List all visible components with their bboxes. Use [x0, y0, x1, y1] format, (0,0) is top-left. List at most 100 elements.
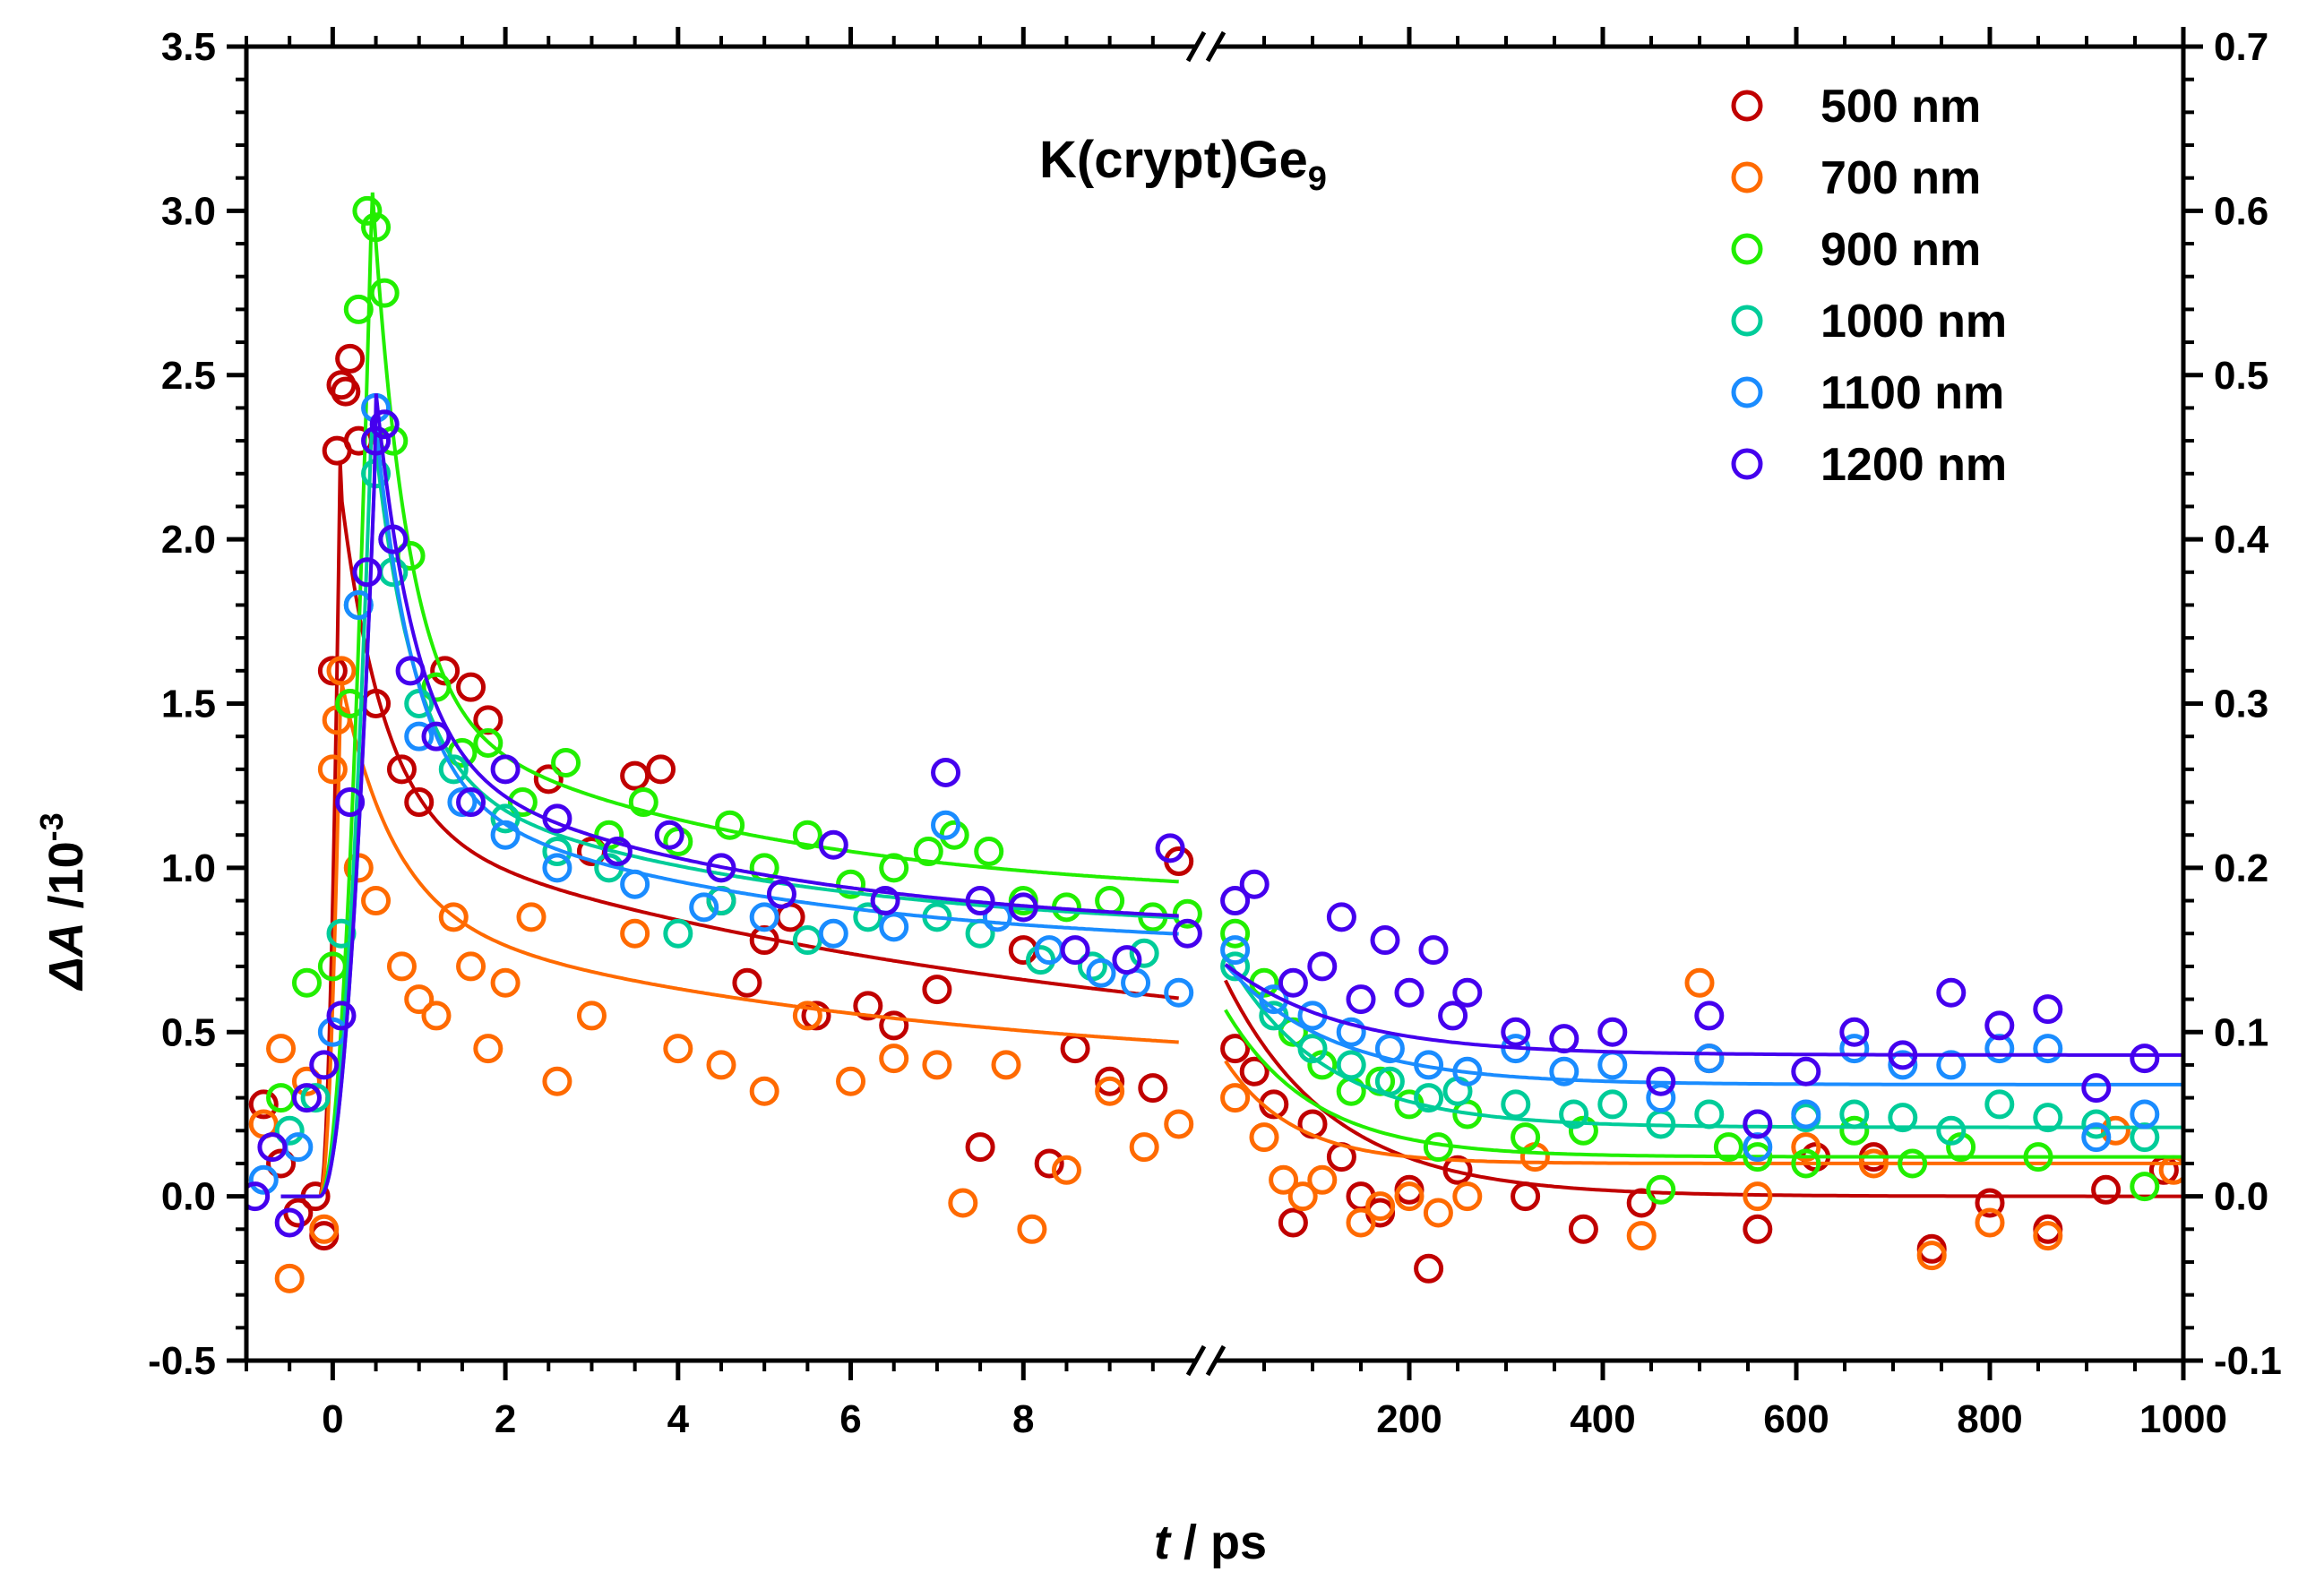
data-point — [248, 1089, 279, 1120]
data-point — [1365, 1191, 1396, 1222]
data-point — [1743, 1109, 1773, 1139]
data-point — [1172, 918, 1202, 949]
data-point — [1549, 1024, 1579, 1054]
data-point — [291, 967, 322, 998]
data-point — [2033, 1103, 2063, 1133]
data-point — [2130, 1044, 2160, 1074]
data-point — [551, 748, 581, 778]
data-point — [1597, 1017, 1628, 1047]
data-point — [576, 1001, 607, 1031]
data-point — [1164, 1109, 1194, 1139]
data-point — [1220, 886, 1251, 916]
series-1200-nm — [246, 393, 2183, 1238]
data-point — [1336, 1017, 1366, 1047]
data-point — [766, 879, 796, 909]
series-700-nm — [248, 656, 2183, 1293]
data-point — [2081, 1109, 2112, 1139]
data-point — [1791, 1056, 1821, 1087]
data-point — [1239, 869, 1270, 899]
data-point — [300, 1083, 331, 1113]
data-point — [1597, 1050, 1628, 1080]
data-point — [386, 951, 417, 982]
data-point — [1626, 1221, 1657, 1251]
y-tick-label-right: 0.2 — [2214, 846, 2268, 890]
data-point — [1374, 1034, 1405, 1064]
fit-line-late — [1224, 979, 2183, 1198]
data-point — [1129, 938, 1159, 968]
x-tick-label: 0 — [322, 1397, 343, 1441]
data-point — [1220, 951, 1251, 982]
data-point — [836, 1066, 866, 1096]
data-point — [266, 1148, 297, 1179]
series-500-nm — [248, 343, 2183, 1284]
data-point — [438, 902, 469, 932]
data-point — [274, 1207, 305, 1238]
data-point — [948, 1188, 978, 1218]
y-axis-title-unit: /10 — [39, 841, 93, 922]
legend-item: 1200 nm — [1731, 439, 2007, 491]
data-point — [386, 754, 417, 785]
data-point — [620, 760, 650, 791]
data-point — [1452, 1181, 1483, 1212]
data-point — [1034, 1148, 1064, 1179]
fit-line-early — [280, 417, 1179, 1198]
data-point — [257, 1132, 288, 1163]
data-point — [1984, 1010, 2015, 1041]
data-point — [1095, 886, 1125, 916]
data-point — [1095, 1066, 1125, 1096]
fit-line-late — [1224, 963, 2183, 1087]
x-tick-label: 800 — [1957, 1397, 2022, 1441]
legend-marker — [1731, 448, 1763, 480]
data-point — [1239, 1056, 1270, 1087]
data-point — [1414, 1083, 1444, 1113]
data-point — [1129, 1132, 1159, 1163]
data-point — [663, 1034, 693, 1064]
data-point — [1684, 967, 1715, 998]
data-point — [430, 656, 460, 686]
data-point — [879, 912, 909, 942]
data-point — [1694, 1001, 1725, 1031]
data-point — [1095, 1076, 1125, 1106]
data-point — [1418, 935, 1449, 966]
y-tick-label-left: 0.5 — [161, 1010, 216, 1054]
fit-line-late — [1224, 1060, 2183, 1165]
data-point — [369, 278, 400, 308]
data-point — [361, 886, 392, 916]
data-point — [792, 1001, 822, 1031]
data-point — [1336, 1076, 1366, 1106]
legend-item: 700 nm — [1731, 152, 1981, 204]
legend: 500 nm 700 nm 900 nm 1000 nm 1100 nm 1200 nm — [1731, 81, 2007, 491]
data-point — [1438, 1001, 1468, 1031]
data-point — [1051, 1155, 1081, 1185]
x-axis-title: t / ps — [1154, 1516, 1267, 1569]
data-point — [404, 721, 435, 752]
data-point — [542, 853, 572, 883]
data-point — [317, 656, 348, 686]
legend-label: 1000 nm — [1820, 296, 2007, 348]
y-tick-label-right: 0.3 — [2214, 683, 2268, 726]
data-point — [922, 1050, 952, 1080]
data-point — [1220, 1034, 1251, 1064]
data-point — [1501, 1089, 1531, 1120]
data-point — [326, 1001, 357, 1031]
data-point — [1346, 984, 1376, 1015]
y-tick-label-left: 1.5 — [161, 683, 216, 726]
data-point — [1307, 1164, 1338, 1195]
data-point — [274, 1115, 305, 1146]
legend-label: 700 nm — [1820, 152, 1981, 204]
data-point — [931, 758, 961, 788]
data-point — [836, 869, 866, 899]
y-tick-label-left: 3.0 — [161, 189, 216, 233]
y-tick-label-right: -0.1 — [2214, 1339, 2282, 1383]
data-point — [1326, 902, 1356, 932]
legend-label: 1100 nm — [1820, 367, 2004, 419]
data-point — [335, 787, 366, 818]
data-point — [1916, 1241, 1947, 1271]
data-point — [1975, 1207, 2005, 1238]
data-point — [542, 837, 572, 867]
data-point — [291, 1083, 322, 1113]
data-point — [317, 754, 348, 785]
y-tick-label-right: 0.7 — [2214, 25, 2268, 69]
legend-item: 900 nm — [1731, 224, 1981, 276]
data-point — [974, 837, 1004, 867]
